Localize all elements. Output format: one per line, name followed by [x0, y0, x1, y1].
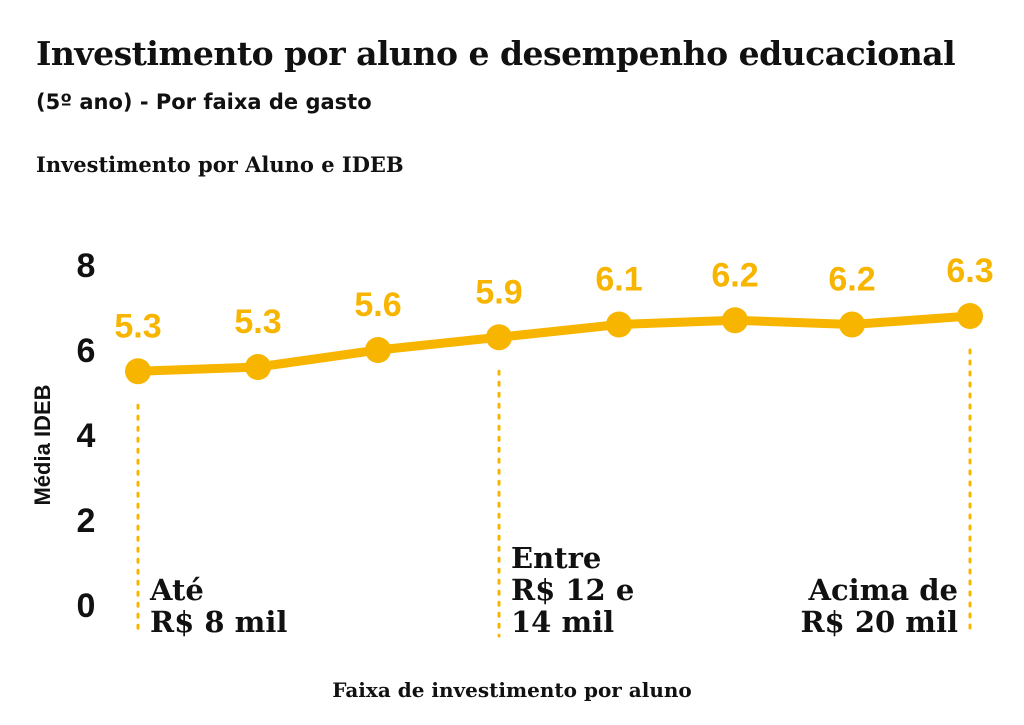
x-axis-label: Faixa de investimento por aluno [332, 678, 692, 702]
data-label: 5.6 [354, 286, 401, 324]
data-label: 5.3 [114, 307, 161, 345]
range-annotation: R$ 20 mil [800, 605, 958, 639]
chart-title: Investimento por aluno e desempenho educ… [36, 34, 956, 73]
data-point [365, 337, 391, 363]
chart-subtitle: (5º ano) - Por faixa de gasto [36, 90, 372, 114]
data-label: 6.1 [595, 261, 642, 299]
data-label: 6.3 [946, 252, 993, 290]
range-annotation: R$ 12 e [511, 573, 634, 607]
series-line [133, 311, 975, 376]
range-annotation: R$ 8 mil [150, 605, 287, 639]
data-point [486, 324, 512, 351]
data-label: 6.2 [711, 256, 758, 294]
y-tick-label: 6 [77, 332, 96, 370]
range-annotation: 14 mil [511, 605, 614, 639]
y-tick-label: 2 [77, 502, 96, 540]
y-tick-label: 8 [77, 247, 96, 285]
range-annotation: Acima de [808, 573, 958, 607]
y-tick-label: 4 [77, 417, 96, 455]
data-point [839, 311, 865, 338]
y-axis-label: Média IDEB [30, 384, 55, 505]
data-label: 5.3 [234, 303, 281, 341]
data-label: 6.2 [828, 261, 875, 299]
data-point [957, 303, 983, 329]
data-point [722, 307, 748, 334]
chart-heading: Investimento por Aluno e IDEB [36, 152, 404, 177]
y-tick-label: 0 [77, 587, 96, 625]
data-label: 5.9 [475, 273, 522, 311]
data-point [606, 311, 632, 338]
data-point [125, 358, 151, 385]
range-annotation: Até [149, 573, 204, 607]
data-point [245, 354, 271, 380]
range-annotation: Entre [511, 541, 601, 575]
